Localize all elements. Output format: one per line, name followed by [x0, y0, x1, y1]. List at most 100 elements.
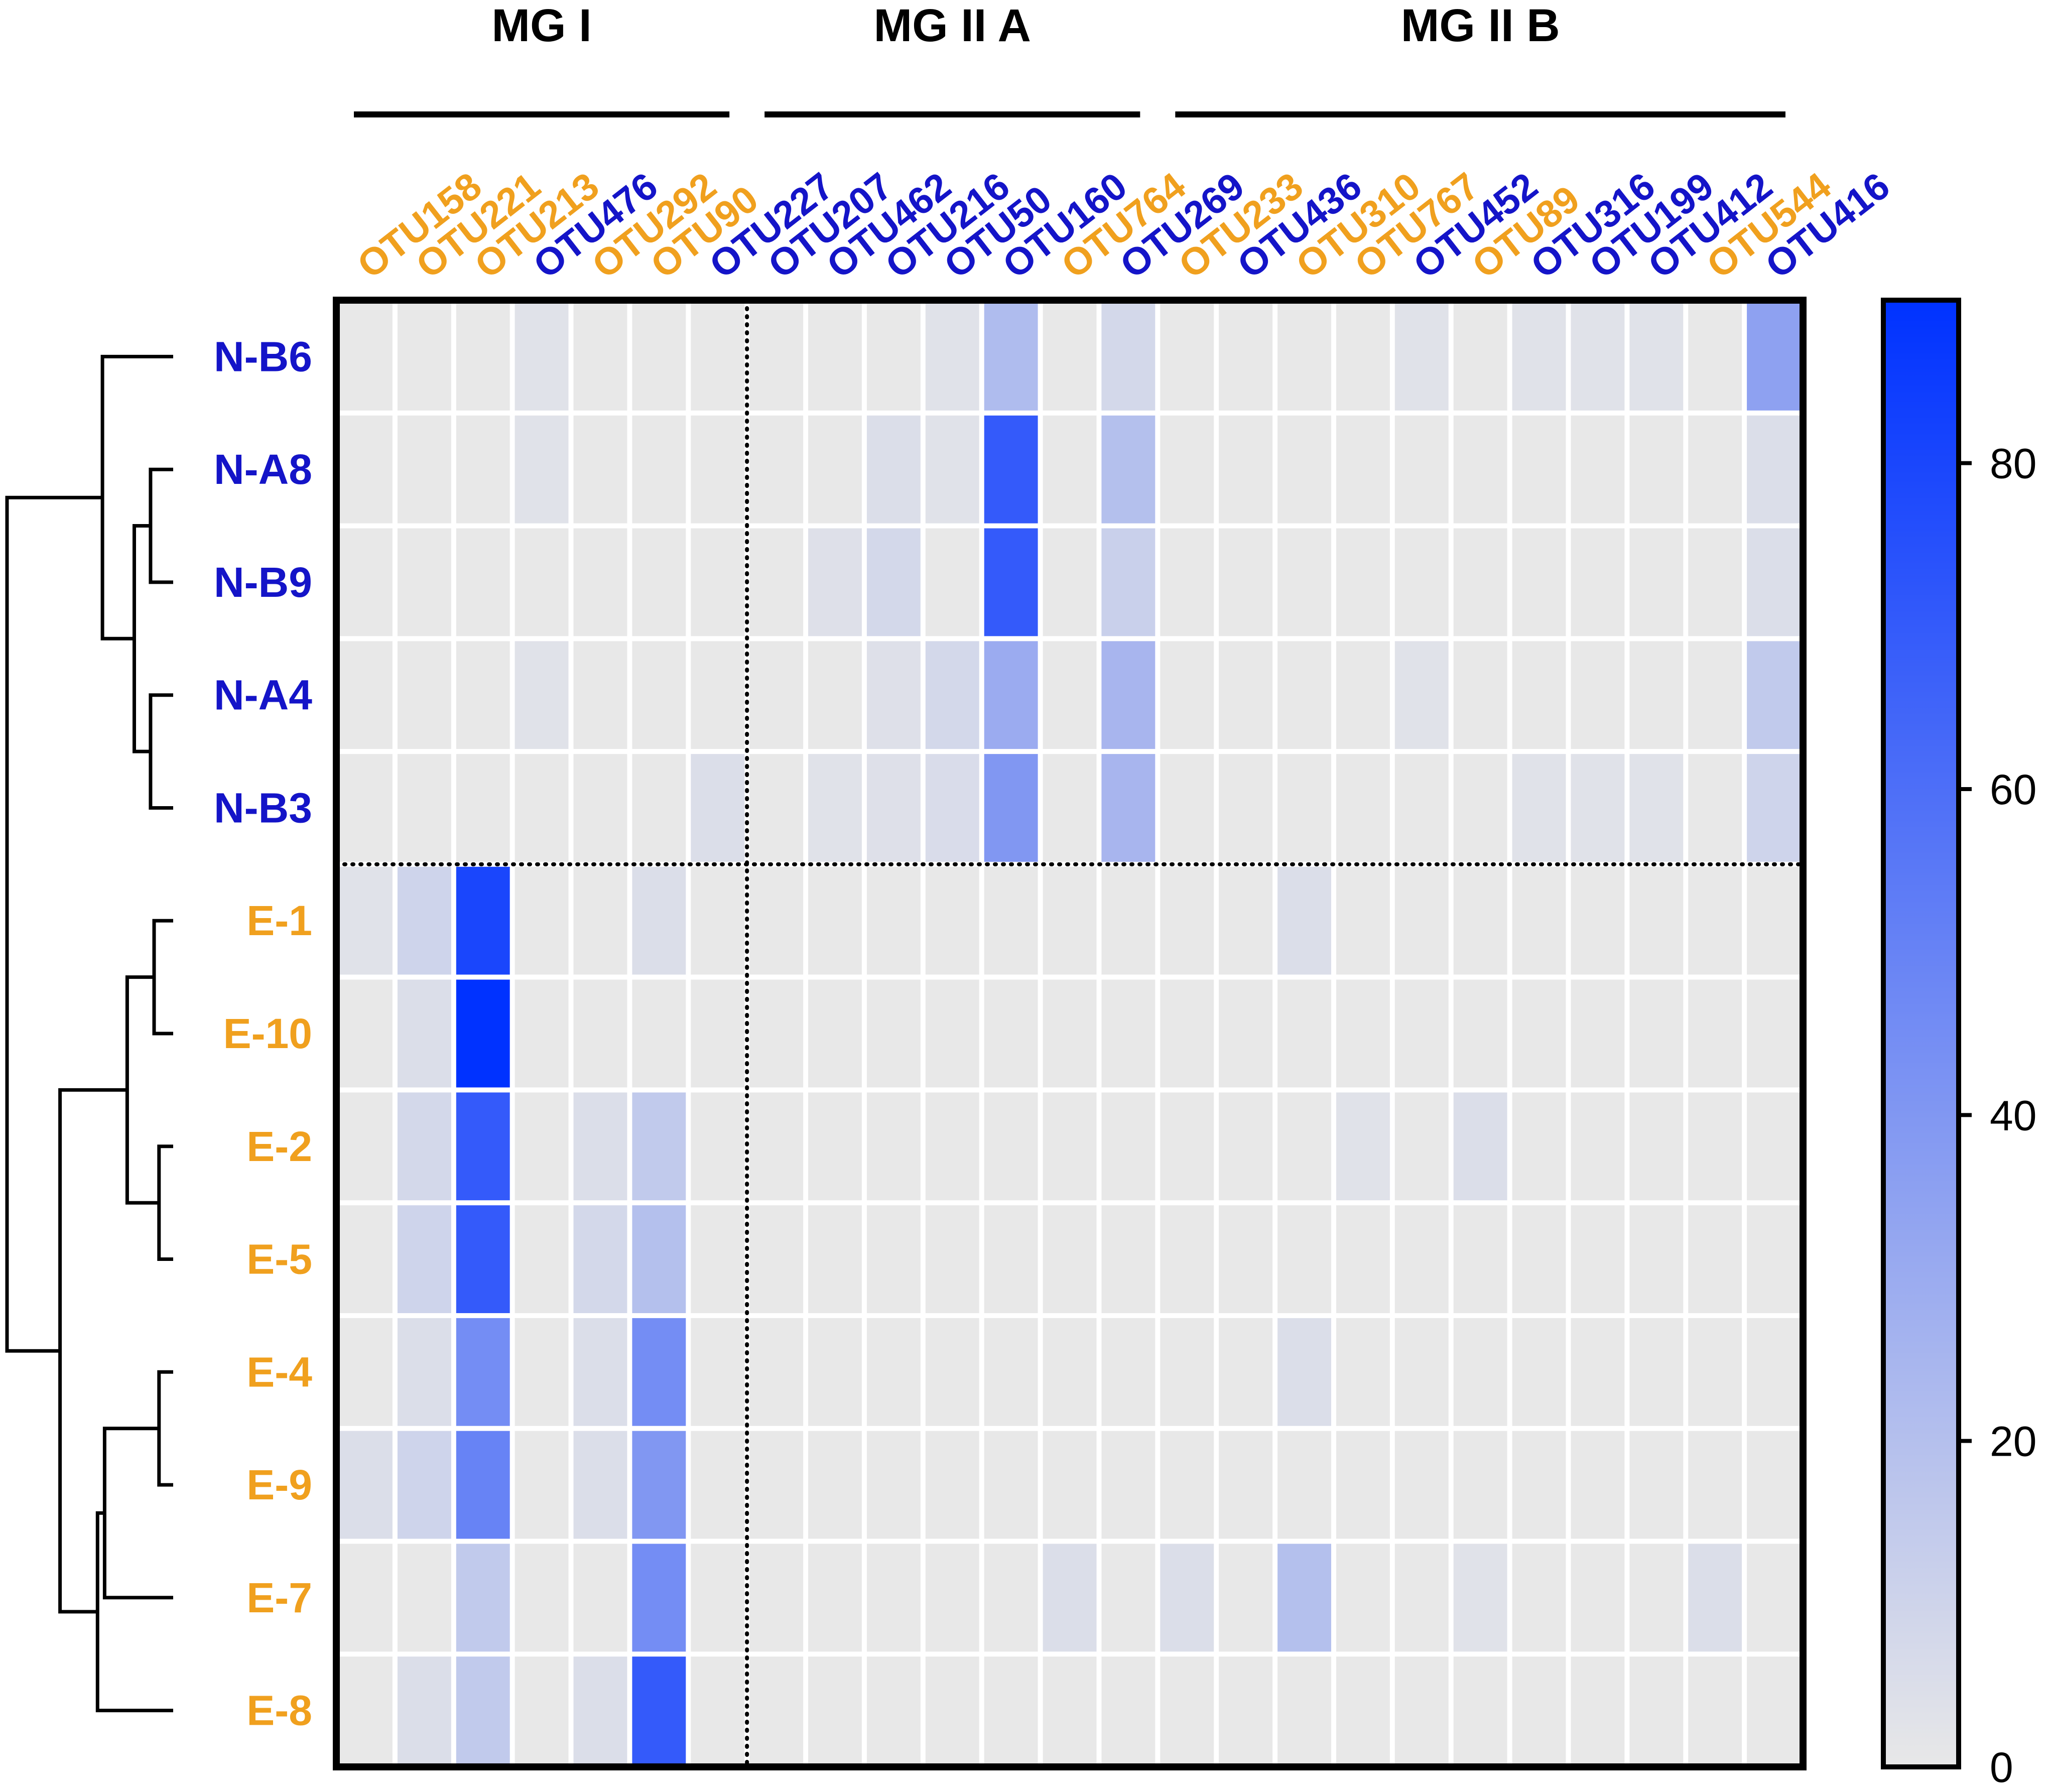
heatmap-cell [866, 979, 921, 1088]
row-label: E-5 [246, 1236, 312, 1283]
heatmap-cell [339, 1431, 393, 1539]
heatmap-cell [632, 415, 686, 524]
heatmap-cell [1688, 1318, 1742, 1426]
heatmap-cell [1571, 415, 1625, 524]
heatmap-cell [1101, 1318, 1156, 1426]
heatmap-cell [808, 303, 862, 411]
heatmap-cell [397, 1656, 451, 1764]
heatmap-cell [573, 754, 627, 862]
dendrogram-branch [102, 1427, 173, 1600]
heatmap-cell [456, 1092, 510, 1201]
heatmap-cell [984, 641, 1038, 749]
heatmap-cell [1277, 754, 1331, 862]
heatmap-cell [1219, 415, 1273, 524]
heatmap-cell [1160, 303, 1214, 411]
row-dendrogram [5, 354, 173, 1713]
heatmap-cell [339, 528, 393, 636]
heatmap-cell [1101, 1544, 1156, 1652]
heatmap-cell [1394, 303, 1449, 411]
heatmap-cell [1394, 1205, 1449, 1313]
heatmap-cell [925, 754, 979, 862]
heatmap-cell [1101, 303, 1156, 411]
heatmap-cell [1219, 1544, 1273, 1652]
heatmap-cell [1512, 1544, 1566, 1652]
heatmap-cell [866, 528, 921, 636]
heatmap-cell [691, 1205, 745, 1313]
heatmap-cell [1629, 979, 1684, 1088]
heatmap-cell [925, 1656, 979, 1764]
heatmap-cell [632, 979, 686, 1088]
heatmap-cell [1688, 754, 1742, 862]
heatmap-cell [1688, 1431, 1742, 1539]
heatmap-cell [691, 979, 745, 1088]
heatmap-cell [925, 1544, 979, 1652]
heatmap-cell [1336, 1318, 1390, 1426]
row-label: E-9 [246, 1461, 312, 1508]
heatmap-cell [1336, 979, 1390, 1088]
heatmap-cell [515, 641, 569, 749]
heatmap-cell [1512, 979, 1566, 1088]
heatmap-cell [749, 979, 804, 1088]
heatmap-cell [1219, 1318, 1273, 1426]
heatmap-cell [808, 1092, 862, 1201]
heatmap-cell [573, 415, 627, 524]
heatmap-cell [1688, 1205, 1742, 1313]
heatmap-cell [1277, 866, 1331, 975]
heatmap-cell [808, 866, 862, 975]
heatmap-cell [1277, 1318, 1331, 1426]
heatmap-cell [749, 866, 804, 975]
row-label: E-7 [246, 1574, 312, 1621]
heatmap-cell [1043, 641, 1097, 749]
heatmap-cell [456, 641, 510, 749]
heatmap-cell [925, 1205, 979, 1313]
heatmap-cell [1277, 415, 1331, 524]
heatmap-cell [573, 303, 627, 411]
column-labels: OTU158OTU221OTU213OTU476OTU292OTU90OTU22… [350, 165, 1898, 287]
heatmap-cell [808, 1656, 862, 1764]
heatmap-cell [691, 1318, 745, 1426]
heatmap-cell [1512, 415, 1566, 524]
heatmap-cell [1747, 1431, 1801, 1539]
heatmap-cell [1747, 1544, 1801, 1652]
heatmap-cell [925, 1431, 979, 1539]
heatmap-cell [1629, 1318, 1684, 1426]
colorbar-tick-label: 80 [1990, 440, 2036, 487]
heatmap-cell [1043, 1656, 1097, 1764]
heatmap-cell [1747, 1092, 1801, 1201]
row-label: E-10 [223, 1010, 312, 1057]
heatmap-cell [1571, 1431, 1625, 1539]
heatmap-cell [1629, 303, 1684, 411]
heatmap-cell [925, 641, 979, 749]
heatmap-cell [1688, 866, 1742, 975]
heatmap-cell [397, 303, 451, 411]
heatmap-cell [1453, 1544, 1507, 1652]
group-annotations: MG I MG II A MG II B [354, 0, 1785, 117]
heatmap-cell [1160, 866, 1214, 975]
heatmap-cell [456, 1205, 510, 1313]
heatmap-cell [984, 1656, 1038, 1764]
heatmap-cell [1336, 1092, 1390, 1201]
heatmap-cell [456, 1544, 510, 1652]
heatmap-cell [1453, 641, 1507, 749]
heatmap-cell [1512, 1205, 1566, 1313]
heatmap-cell [1571, 866, 1625, 975]
heatmap-cell [1453, 866, 1507, 975]
heatmap-cell [808, 1544, 862, 1652]
heatmap-cell [632, 1431, 686, 1539]
heatmap-cell [1571, 1205, 1625, 1313]
heatmap-cell [339, 754, 393, 862]
heatmap-cell [1571, 979, 1625, 1088]
heatmap-cell [632, 528, 686, 636]
heatmap-cell [749, 528, 804, 636]
heatmap-cell [984, 1092, 1038, 1201]
heatmap-cell [1688, 1092, 1742, 1201]
heatmap-cell [925, 1092, 979, 1201]
heatmap-cell [866, 866, 921, 975]
heatmap-cell [1747, 754, 1801, 862]
heatmap-cell [632, 641, 686, 749]
heatmap-cell [1629, 1205, 1684, 1313]
heatmap-cell [984, 303, 1038, 411]
heatmap-cell [1688, 303, 1742, 411]
heatmap-cell [691, 754, 745, 862]
